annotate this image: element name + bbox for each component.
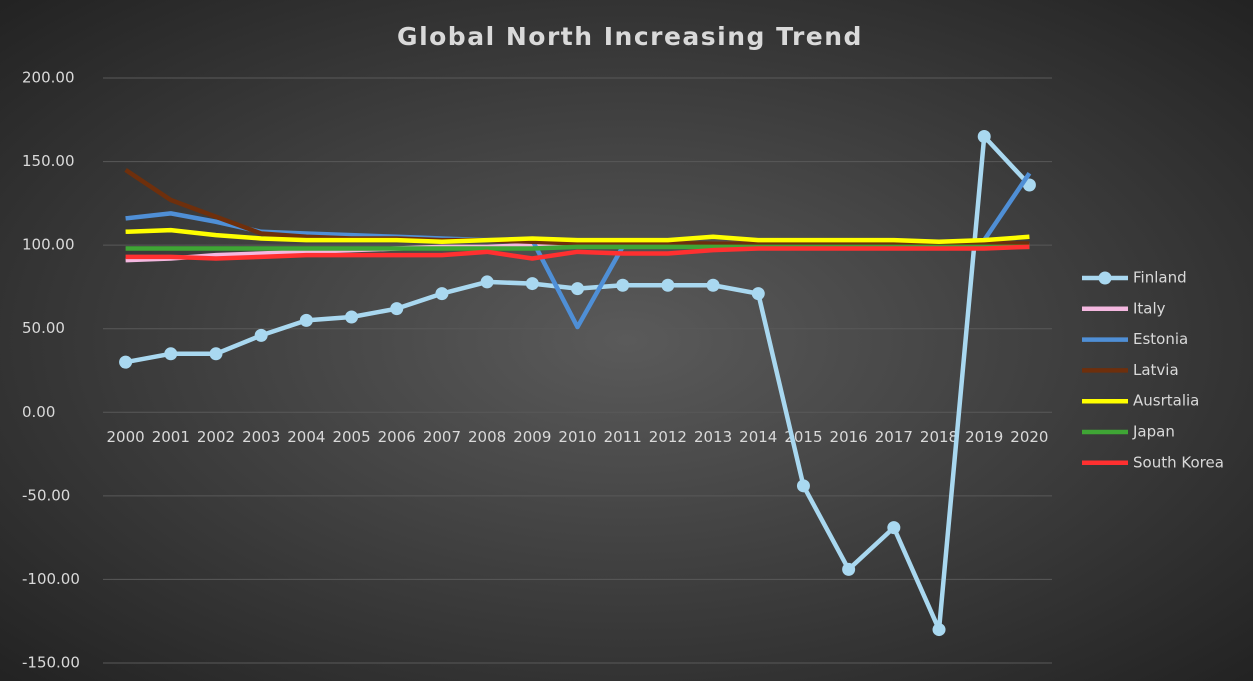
data-point <box>435 287 449 301</box>
data-point <box>661 278 675 292</box>
data-point <box>209 347 223 361</box>
x-tick-label: 2016 <box>830 428 868 446</box>
x-tick-label: 2010 <box>558 428 596 446</box>
legend-label: Finland <box>1133 269 1187 287</box>
x-tick-label: 2008 <box>468 428 506 446</box>
y-tick-label: 200.00 <box>22 69 75 87</box>
x-tick-label: 2003 <box>242 428 280 446</box>
y-tick-label: 150.00 <box>22 152 75 170</box>
legend-label: Estonia <box>1133 330 1188 348</box>
x-tick-label: 2013 <box>694 428 732 446</box>
x-tick-label: 2019 <box>965 428 1003 446</box>
series-line <box>125 244 1030 261</box>
y-tick-label: 50.00 <box>22 319 65 337</box>
data-point <box>842 562 856 576</box>
data-point <box>977 130 991 143</box>
data-point <box>119 355 133 369</box>
data-point <box>390 302 404 316</box>
data-point <box>616 278 630 292</box>
x-tick-label: 2000 <box>107 428 145 446</box>
legend-label: Japan <box>1132 423 1175 441</box>
data-point <box>480 275 494 289</box>
data-point <box>345 310 359 324</box>
x-tick-label: 2009 <box>513 428 551 446</box>
y-tick-label: -150.00 <box>22 654 80 672</box>
data-point <box>164 347 178 361</box>
x-tick-label: 2002 <box>197 428 235 446</box>
y-tick-label: 100.00 <box>22 236 75 254</box>
data-point <box>932 623 946 637</box>
x-tick-label: 2001 <box>152 428 190 446</box>
y-tick-label: 0.00 <box>22 403 55 421</box>
data-point <box>254 328 268 342</box>
data-point <box>525 277 539 291</box>
chart-title: Global North Increasing Trend <box>397 22 863 51</box>
series-line <box>125 227 1030 245</box>
data-point <box>706 278 720 292</box>
series-line <box>124 168 1030 246</box>
x-tick-label: 2020 <box>1010 428 1048 446</box>
legend-label: Latvia <box>1133 361 1179 379</box>
x-tick-label: 2006 <box>378 428 416 446</box>
legend-label: South Korea <box>1133 453 1224 471</box>
x-tick-label: 2011 <box>604 428 642 446</box>
x-tick-label: 2005 <box>332 428 370 446</box>
x-tick-label: 2018 <box>920 428 958 446</box>
data-point <box>751 287 765 301</box>
x-tick-label: 2012 <box>649 428 687 446</box>
data-point <box>887 521 901 535</box>
legend-label: Ausrtalia <box>1133 392 1199 410</box>
legend-label: Italy <box>1133 299 1166 317</box>
data-point <box>299 313 313 327</box>
x-tick-label: 2017 <box>875 428 913 446</box>
x-tick-label: 2004 <box>287 428 325 446</box>
data-point <box>571 282 584 296</box>
data-point <box>796 479 810 493</box>
y-tick-label: -50.00 <box>22 486 70 504</box>
legend-marker <box>1098 271 1112 285</box>
x-tick-label: 2014 <box>739 428 777 446</box>
y-tick-label: -100.00 <box>22 570 80 588</box>
x-tick-label: 2007 <box>423 428 461 446</box>
